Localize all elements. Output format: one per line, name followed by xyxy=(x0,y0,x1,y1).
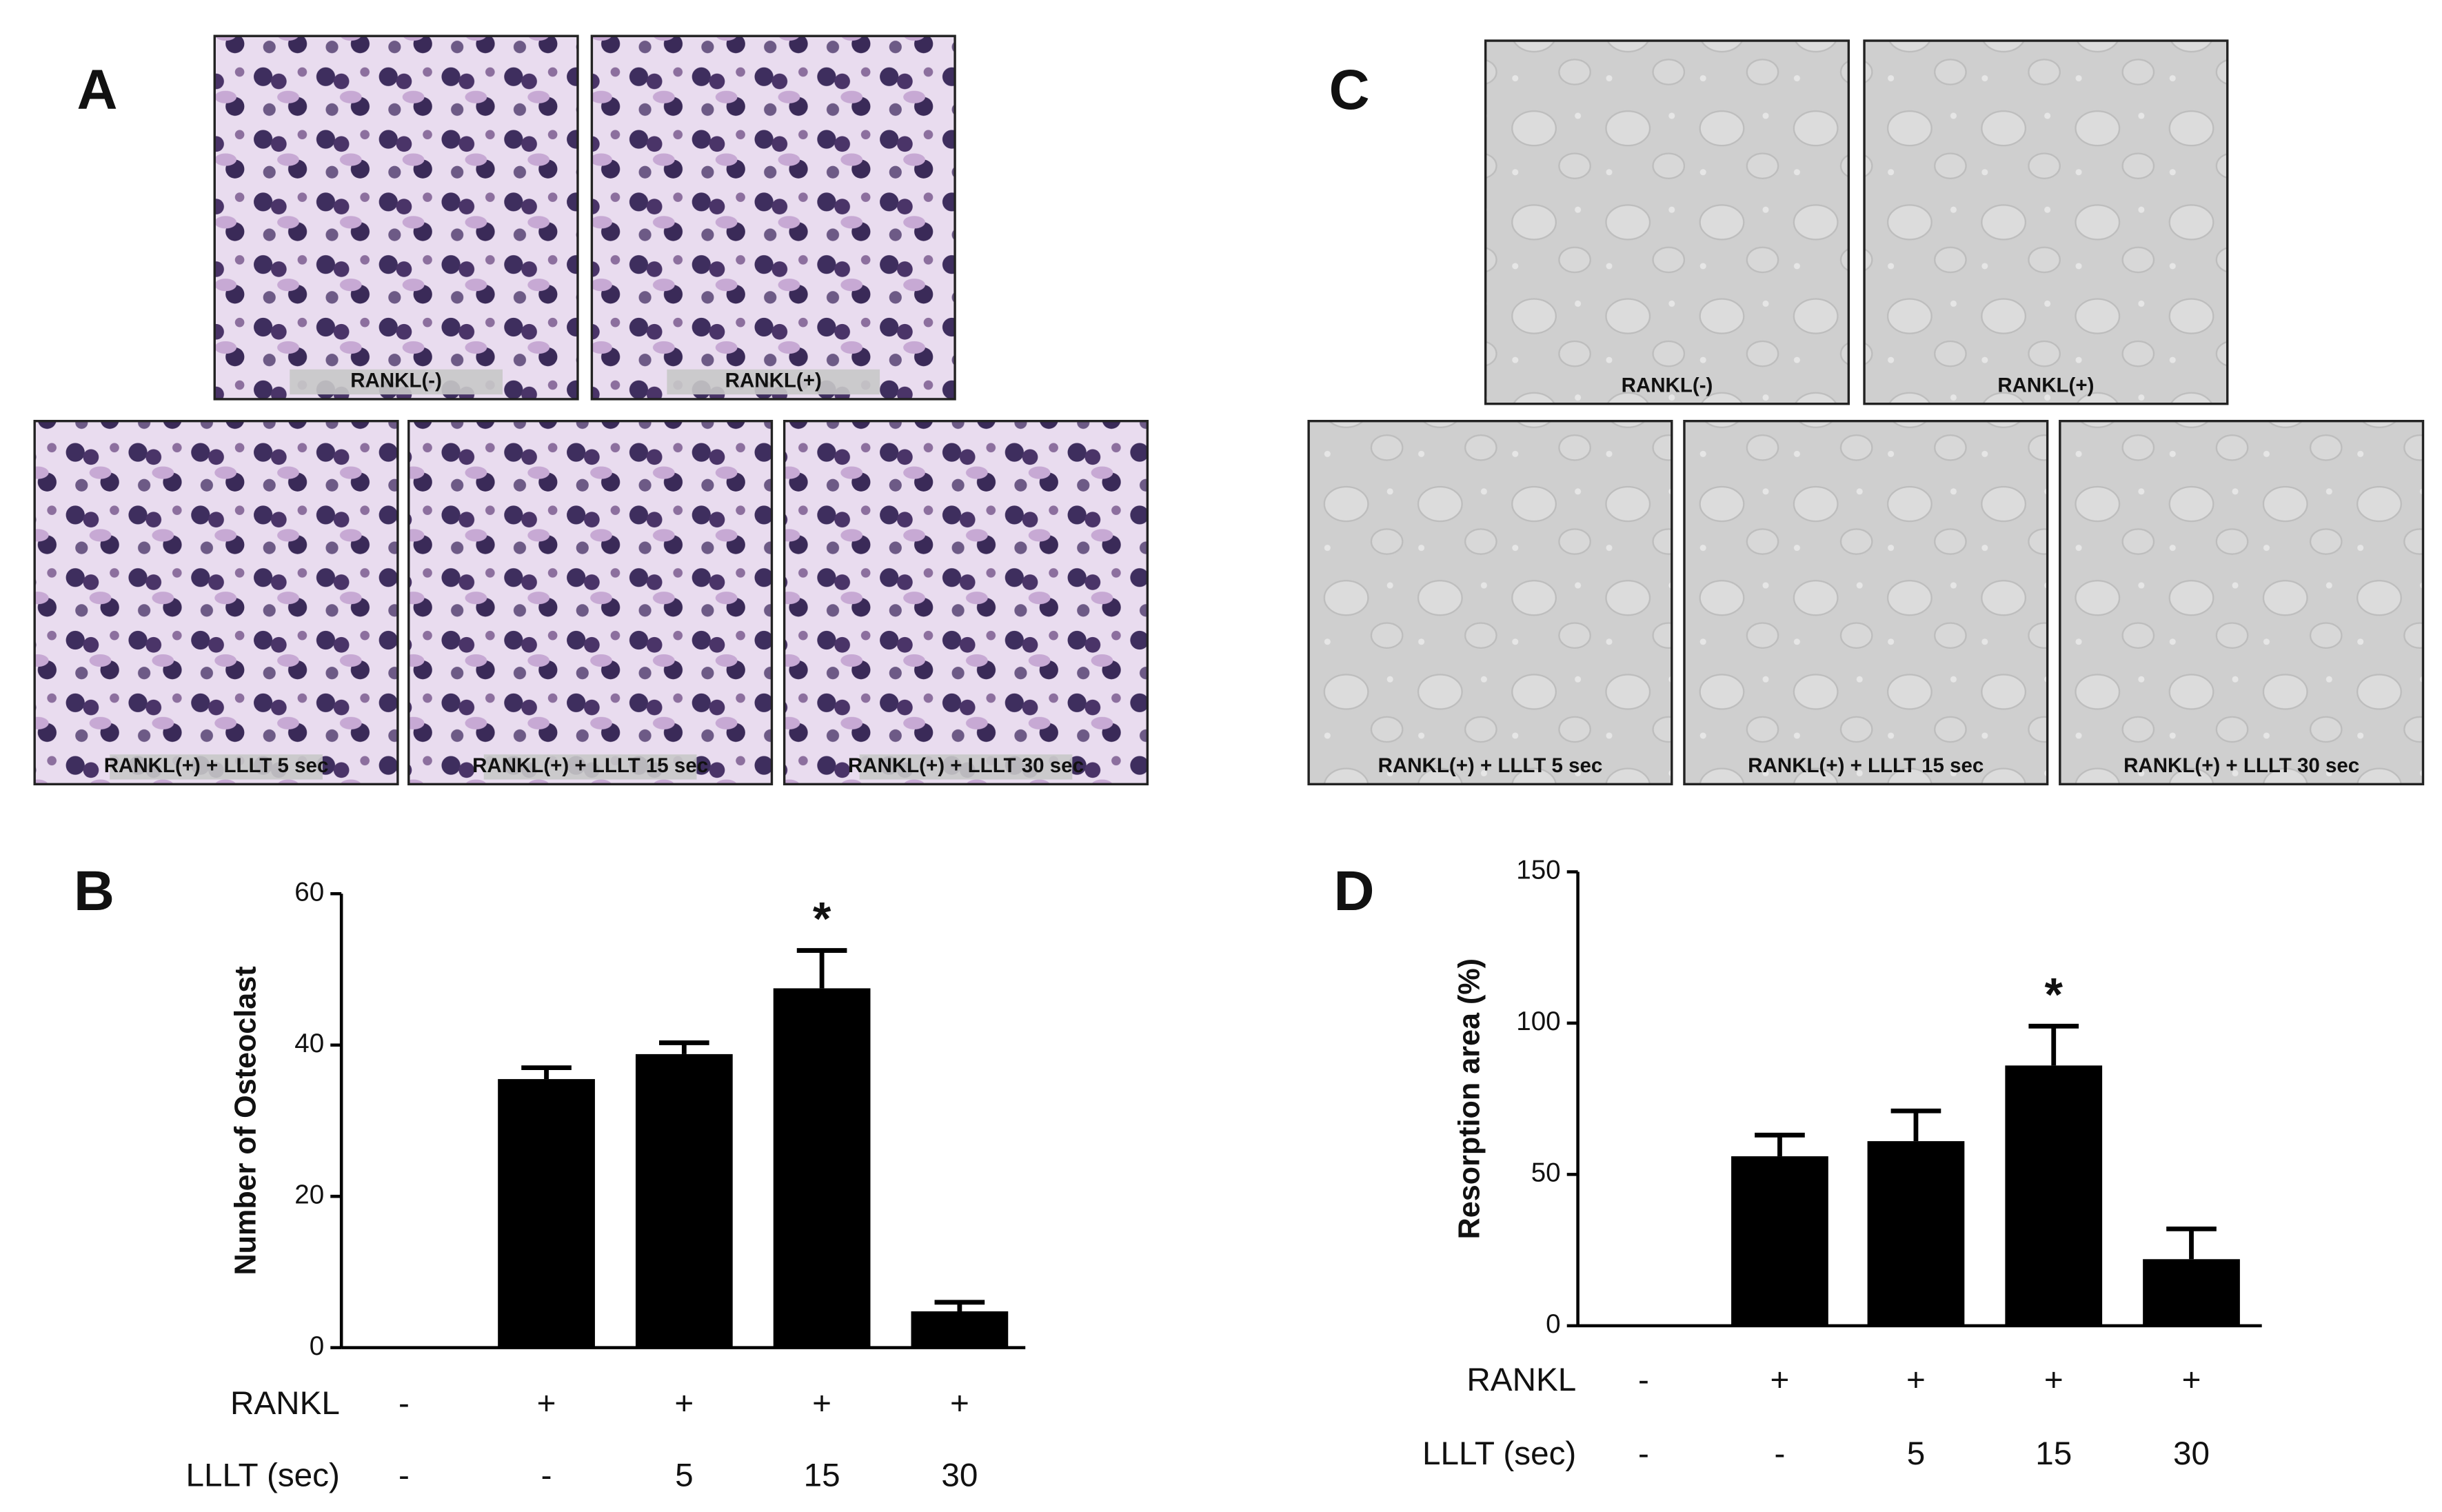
image-label: RANKL(-) xyxy=(1622,374,1713,397)
bar xyxy=(773,988,871,1348)
panel-letter: D xyxy=(1333,860,1374,923)
micrograph xyxy=(33,419,399,786)
image-label: RANKL(-) xyxy=(350,370,442,392)
bar xyxy=(1867,1141,1965,1326)
y-tick-label: 0 xyxy=(1546,1309,1560,1339)
image-label-bg xyxy=(483,754,697,780)
category-row-label: LLLT (sec) xyxy=(1422,1435,1576,1472)
category-label: - xyxy=(541,1458,552,1494)
image-label: RANKL(+) + LLLT 15 sec xyxy=(472,754,708,777)
bar xyxy=(2143,1259,2240,1326)
image-label: RANKL(+) + LLLT 5 sec xyxy=(104,754,329,777)
y-tick-label: 60 xyxy=(294,877,324,907)
category-label: + xyxy=(674,1385,694,1422)
image-label: RANKL(+) + LLLT 5 sec xyxy=(1378,754,1603,777)
micrograph xyxy=(1307,419,1673,786)
category-label: + xyxy=(950,1385,969,1422)
image-label: RANKL(+) + LLLT 30 sec xyxy=(848,754,1084,777)
image-label-bg xyxy=(110,754,323,780)
bar xyxy=(498,1079,595,1348)
category-label: - xyxy=(398,1385,410,1422)
image-label-bg xyxy=(290,369,503,395)
bar xyxy=(635,1054,733,1348)
panel-letter: B xyxy=(74,860,114,923)
category-label: - xyxy=(1638,1435,1649,1472)
category-label: 15 xyxy=(2035,1435,2072,1472)
panel-letter: A xyxy=(77,59,117,121)
image-label: RANKL(+) xyxy=(725,370,822,392)
micrograph xyxy=(2059,419,2425,786)
category-label: + xyxy=(1770,1362,1790,1398)
category-row-label: RANKL xyxy=(1466,1362,1576,1398)
micrograph xyxy=(213,34,579,401)
image-label: RANKL(+) + LLLT 30 sec xyxy=(2123,754,2359,777)
y-tick-label: 50 xyxy=(1531,1158,1561,1188)
image-label: RANKL(+) + LLLT 15 sec xyxy=(1748,754,1984,777)
category-label: - xyxy=(1638,1362,1649,1398)
micrograph xyxy=(1683,419,2049,786)
category-label: + xyxy=(2182,1362,2201,1398)
category-label: 5 xyxy=(675,1458,694,1494)
category-label: 30 xyxy=(2173,1435,2210,1472)
significance-mark: * xyxy=(2044,968,2063,1020)
category-label: + xyxy=(537,1385,556,1422)
y-tick-label: 100 xyxy=(1516,1007,1560,1036)
image-label-bg xyxy=(667,369,880,395)
category-label: 15 xyxy=(804,1458,840,1494)
bar xyxy=(2005,1065,2103,1326)
micrograph xyxy=(590,34,956,401)
category-label: - xyxy=(398,1458,410,1494)
category-label: 5 xyxy=(1907,1435,1926,1472)
category-label: - xyxy=(1775,1435,1786,1472)
bar xyxy=(1731,1156,1828,1326)
micrograph xyxy=(1863,39,2229,405)
y-tick-label: 0 xyxy=(310,1331,324,1361)
micrograph xyxy=(783,419,1149,786)
y-tick-label: 40 xyxy=(294,1029,324,1058)
y-axis-label: Resorption area (%) xyxy=(1453,958,1486,1239)
y-tick-label: 20 xyxy=(294,1180,324,1209)
category-label: + xyxy=(812,1385,831,1422)
significance-mark: * xyxy=(813,893,831,945)
category-label: 30 xyxy=(941,1458,978,1494)
category-label: + xyxy=(2044,1362,2063,1398)
category-label: + xyxy=(1906,1362,1926,1398)
category-row-label: RANKL xyxy=(230,1385,340,1422)
y-axis-label: Number of Osteoclast xyxy=(229,966,262,1275)
category-row-label: LLLT (sec) xyxy=(186,1458,340,1494)
micrograph xyxy=(1484,39,1850,405)
bar xyxy=(911,1311,1009,1348)
image-label: RANKL(+) xyxy=(1997,374,2094,397)
y-tick-label: 150 xyxy=(1516,856,1560,885)
micrograph xyxy=(407,419,774,786)
image-label-bg xyxy=(859,754,1073,780)
panel-letter: C xyxy=(1329,59,1370,121)
